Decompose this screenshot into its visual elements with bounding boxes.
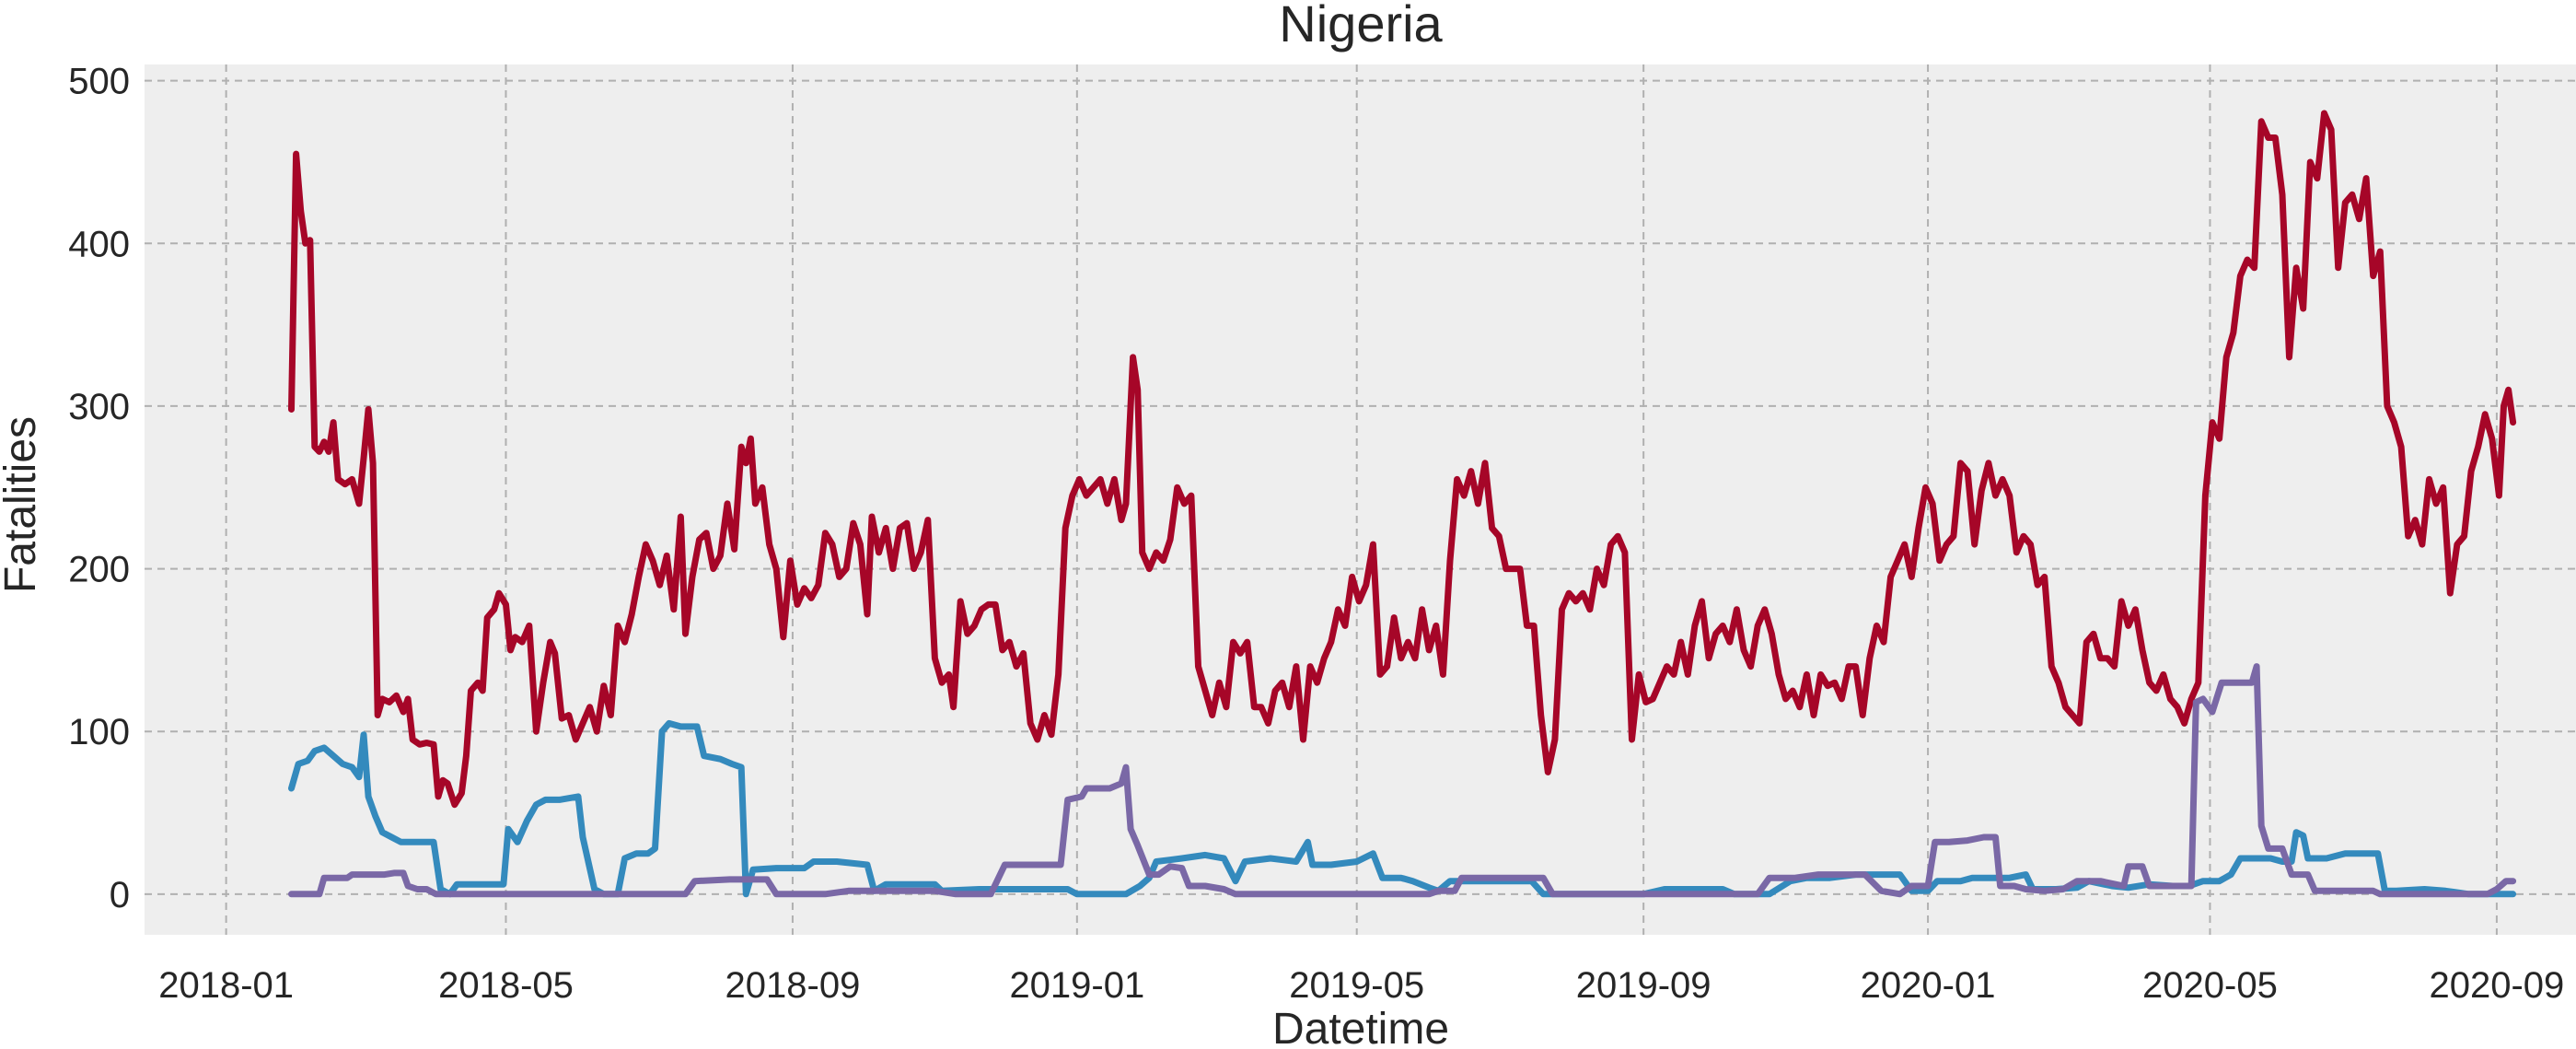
y-tick-label: 200 bbox=[68, 550, 130, 590]
grid-lines bbox=[145, 64, 2576, 935]
y-tick-label: 100 bbox=[68, 712, 130, 752]
x-tick-label: 2018-05 bbox=[438, 965, 574, 1006]
x-tick-label: 2018-01 bbox=[158, 965, 294, 1006]
y-axis-label: Fatalities bbox=[0, 416, 45, 593]
series-layer bbox=[288, 110, 2517, 898]
x-axis-ticks: 2018-01 2018-05 2018-09 2019-01 2019-05 2019-… bbox=[158, 965, 2564, 1006]
x-tick-label: 2019-09 bbox=[1576, 965, 1712, 1006]
x-tick-label: 2020-05 bbox=[2142, 965, 2278, 1006]
x-tick-label: 2018-09 bbox=[725, 965, 861, 1006]
x-tick-label: 2020-09 bbox=[2430, 965, 2565, 1006]
y-tick-label: 300 bbox=[68, 387, 130, 427]
x-axis-label: Datetime bbox=[1272, 1005, 1449, 1049]
y-tick-label: 400 bbox=[68, 224, 130, 264]
chart-title: Nigeria bbox=[1279, 0, 1443, 52]
plot-background bbox=[145, 64, 2576, 935]
y-tick-label: 0 bbox=[110, 875, 130, 915]
series-line-3 bbox=[288, 663, 2517, 898]
x-tick-label: 2019-05 bbox=[1289, 965, 1424, 1006]
y-tick-label: 500 bbox=[68, 62, 130, 102]
x-tick-label: 2020-01 bbox=[1861, 965, 1996, 1006]
x-tick-label: 2019-01 bbox=[1009, 965, 1144, 1006]
series-line-1 bbox=[288, 110, 2517, 809]
y-axis-ticks: 0 100 200 300 400 500 bbox=[68, 62, 130, 915]
